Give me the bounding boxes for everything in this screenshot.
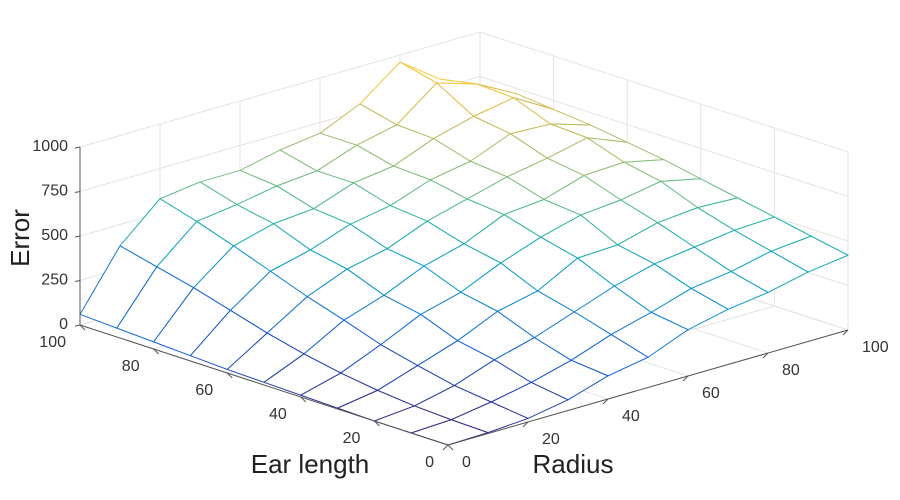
y-tick-label: 100 (39, 334, 66, 351)
x-tick-label: 100 (862, 339, 889, 356)
x-axis-label: Radius (533, 449, 614, 479)
tick-mark (74, 146, 81, 149)
y-axis-label: Ear length (251, 449, 370, 479)
x-tick-label: 20 (542, 431, 560, 448)
z-tick-label: 750 (41, 183, 68, 200)
tick-mark (300, 396, 307, 403)
y-tick-label: 0 (425, 454, 434, 471)
grid-line (479, 76, 849, 197)
grid-line (79, 31, 481, 148)
tick-mark (74, 280, 81, 282)
x-tick-label: 40 (622, 408, 640, 425)
z-axis-label: Error (5, 209, 35, 267)
tick-mark (447, 444, 454, 451)
tick-mark (522, 421, 529, 428)
tick-mark (602, 398, 609, 405)
z-tick-label: 500 (41, 227, 68, 244)
tick-mark (74, 191, 81, 193)
y-tick-label: 20 (343, 430, 361, 447)
tick-mark (374, 420, 380, 427)
axis-line (447, 329, 849, 446)
z-tick-label: 250 (41, 272, 68, 289)
z-tick-label: 1000 (32, 138, 68, 155)
tick-mark (153, 348, 159, 355)
tick-mark (79, 324, 86, 331)
tick-mark (226, 372, 233, 379)
mesh (79, 61, 849, 446)
axis-line (79, 324, 449, 446)
y-tick-label: 80 (122, 358, 140, 375)
x-tick-label: 60 (702, 385, 720, 402)
tick-mark (682, 375, 689, 382)
tick-mark (442, 444, 449, 451)
x-tick-label: 0 (462, 454, 471, 471)
z-tick-label: 0 (59, 316, 68, 333)
tick-mark (74, 235, 81, 238)
tick-mark (842, 329, 849, 336)
grid-line (479, 31, 849, 153)
tick-mark (762, 352, 769, 359)
tick-mark (74, 324, 81, 327)
y-tick-label: 60 (195, 382, 213, 399)
x-tick-label: 80 (782, 362, 800, 379)
y-tick-label: 40 (269, 406, 287, 423)
